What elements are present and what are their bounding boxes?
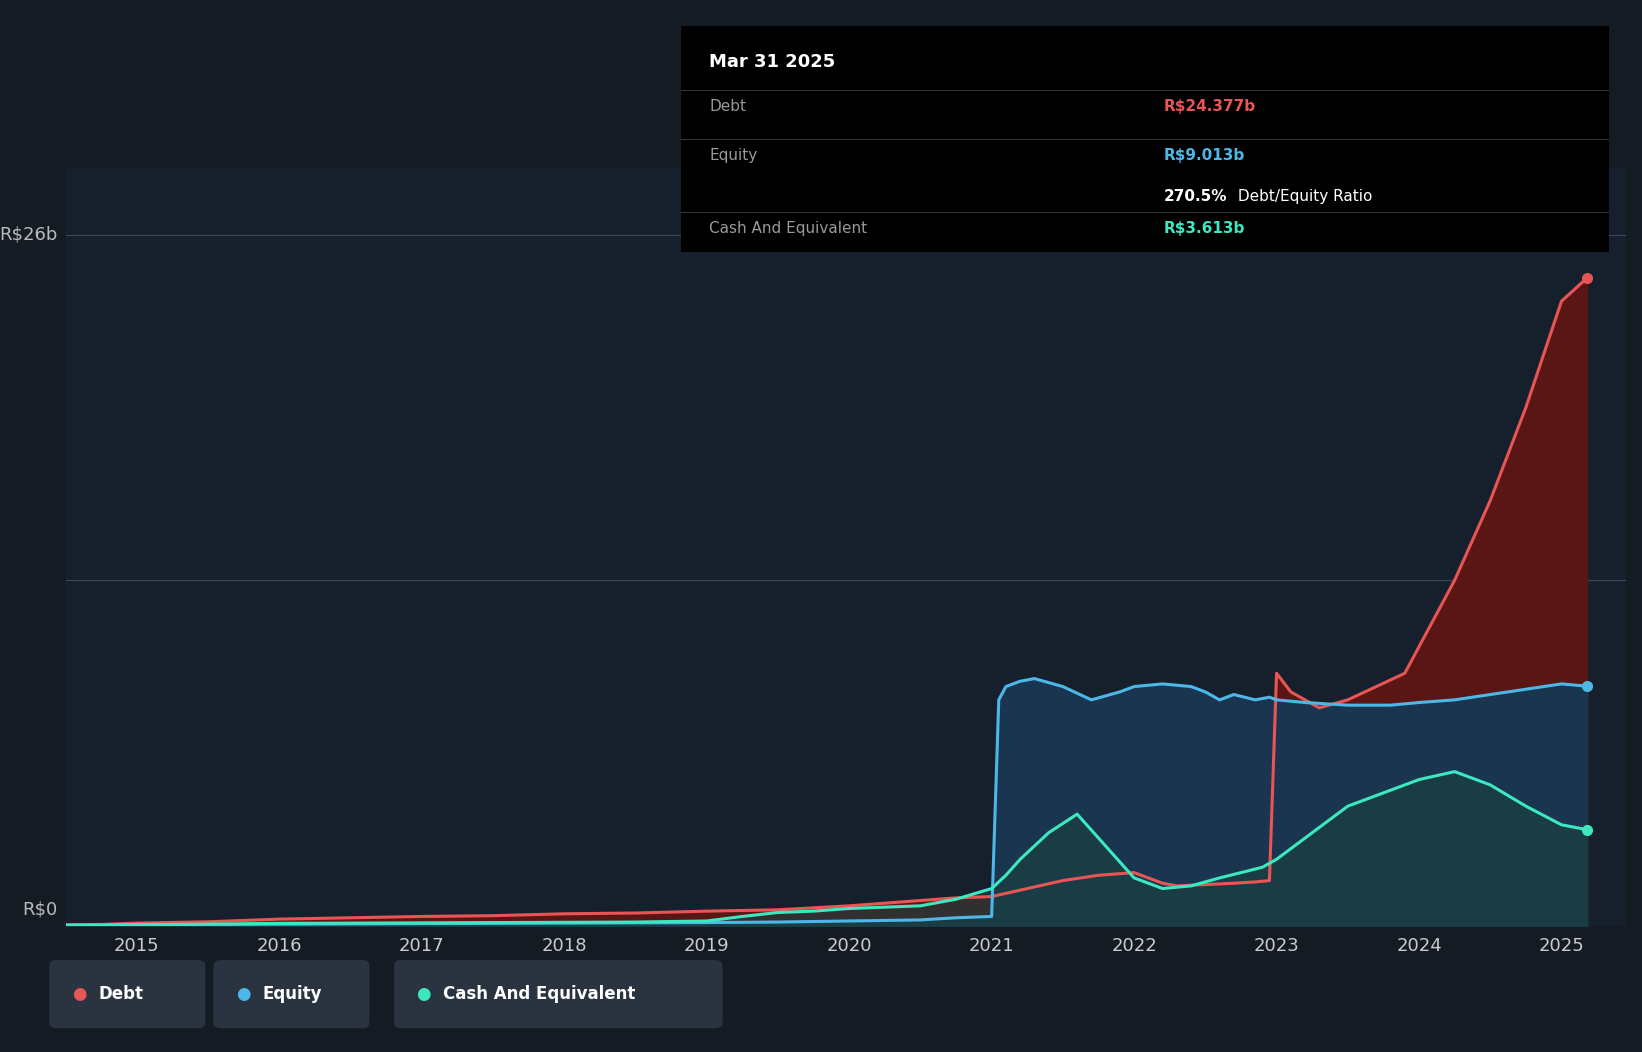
Text: Debt: Debt [709, 99, 745, 114]
Text: ●: ● [417, 985, 430, 1004]
Text: 270.5%: 270.5% [1164, 189, 1227, 204]
Text: Cash And Equivalent: Cash And Equivalent [443, 985, 635, 1004]
Text: Cash And Equivalent: Cash And Equivalent [709, 221, 867, 236]
Text: Equity: Equity [263, 985, 322, 1004]
Text: Debt/Equity Ratio: Debt/Equity Ratio [1233, 189, 1373, 204]
Text: R$9.013b: R$9.013b [1164, 148, 1245, 163]
Text: ●: ● [72, 985, 85, 1004]
Text: R$3.613b: R$3.613b [1164, 221, 1245, 236]
Text: ●: ● [236, 985, 250, 1004]
Text: R$26b: R$26b [0, 226, 57, 244]
Text: Mar 31 2025: Mar 31 2025 [709, 54, 836, 72]
Text: Debt: Debt [99, 985, 143, 1004]
Text: R$0: R$0 [23, 901, 57, 918]
Text: R$24.377b: R$24.377b [1164, 99, 1256, 114]
Text: Equity: Equity [709, 148, 757, 163]
